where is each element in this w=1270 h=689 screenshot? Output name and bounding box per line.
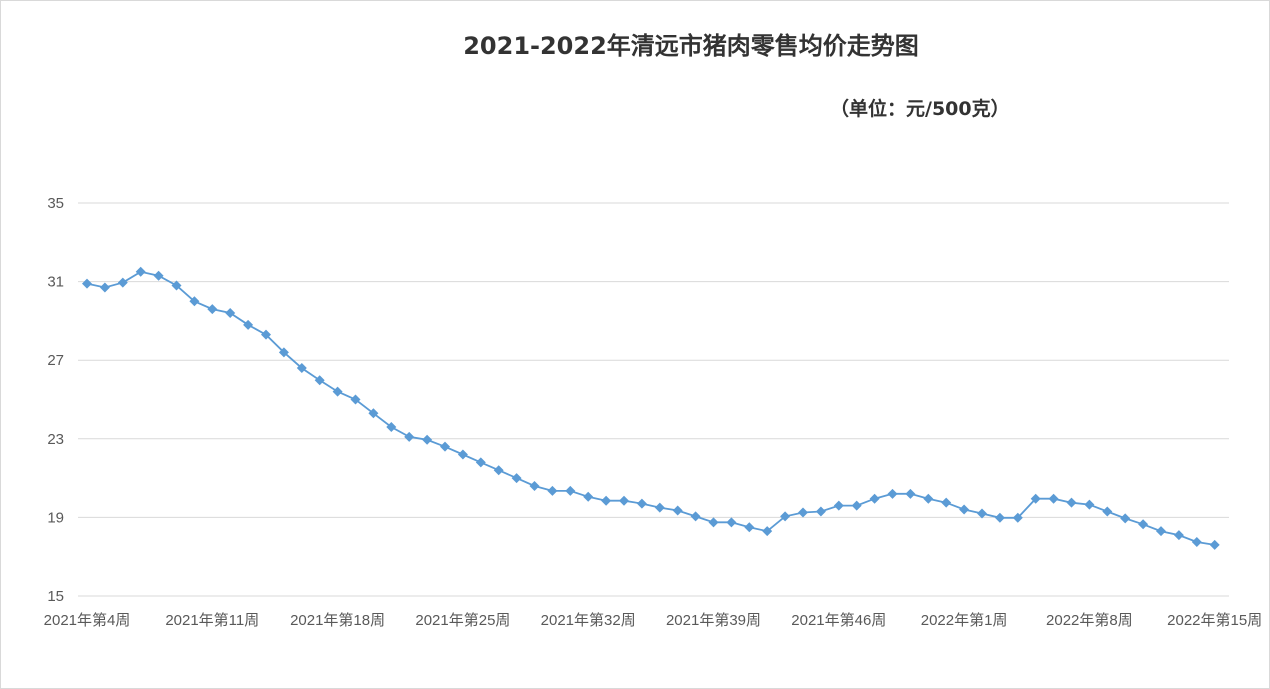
data-point-marker bbox=[851, 500, 862, 511]
data-point-marker bbox=[798, 507, 808, 518]
data-point-marker bbox=[547, 485, 558, 496]
data-point-marker bbox=[261, 329, 271, 340]
x-tick-label: 2021年第46周 bbox=[791, 611, 886, 629]
x-tick-label: 2022年第8周 bbox=[1046, 611, 1133, 629]
data-point-marker bbox=[636, 498, 647, 509]
data-point-marker bbox=[905, 488, 916, 499]
y-tick-label: 35 bbox=[47, 195, 64, 212]
chart-unit-subtitle: （单位：元/500克） bbox=[830, 98, 1010, 120]
chart-title: 2021-2022年清远市猪肉零售均价走势图 bbox=[463, 32, 919, 60]
y-tick-label: 15 bbox=[47, 588, 64, 605]
data-point-marker bbox=[278, 347, 289, 358]
data-point-marker bbox=[994, 512, 1005, 523]
data-point-marker bbox=[457, 449, 468, 460]
y-tick-label: 23 bbox=[47, 431, 64, 448]
data-point-marker bbox=[1048, 493, 1059, 504]
data-point-marker bbox=[1012, 512, 1023, 523]
data-point-marker bbox=[189, 296, 200, 307]
data-point-marker bbox=[332, 386, 343, 397]
data-point-marker bbox=[1173, 530, 1184, 541]
data-point-marker bbox=[511, 473, 522, 484]
data-point-marker bbox=[672, 505, 683, 516]
data-point-marker bbox=[1138, 519, 1149, 530]
data-point-marker bbox=[422, 434, 433, 445]
data-point-marker bbox=[744, 522, 755, 533]
data-point-marker bbox=[82, 278, 92, 289]
data-point-marker bbox=[959, 504, 970, 515]
data-point-marker bbox=[977, 508, 987, 519]
data-point-marker bbox=[780, 511, 791, 522]
x-tick-label: 2021年第11周 bbox=[165, 611, 259, 629]
data-point-marker bbox=[296, 363, 307, 374]
data-point-marker bbox=[529, 480, 540, 491]
x-tick-label: 2021年第18周 bbox=[290, 611, 385, 629]
y-tick-label: 27 bbox=[47, 352, 64, 369]
data-point-marker bbox=[493, 465, 504, 476]
data-point-marker bbox=[708, 517, 719, 528]
data-point-marker bbox=[171, 280, 182, 291]
x-tick-label: 2021年第32周 bbox=[541, 611, 636, 629]
data-point-marker bbox=[726, 517, 737, 528]
x-tick-labels: 2021年第4周 2021年第11周 2021年第18周 2021年第25周 2021年… bbox=[44, 611, 1263, 629]
x-tick-label: 2021年第4周 bbox=[44, 611, 131, 629]
data-point-marker bbox=[386, 422, 397, 433]
data-point-marker bbox=[368, 408, 379, 419]
y-tick-labels: 15 19 23 27 31 35 bbox=[47, 195, 64, 605]
data-point-marker bbox=[654, 502, 665, 513]
data-point-marker bbox=[815, 506, 826, 517]
x-tick-label: 2021年第39周 bbox=[666, 611, 761, 629]
data-point-marker bbox=[153, 270, 164, 281]
data-point-marker bbox=[225, 308, 236, 319]
data-point-marker bbox=[117, 277, 128, 288]
data-point-marker bbox=[833, 500, 844, 511]
data-point-marker bbox=[1191, 536, 1202, 547]
data-point-marker bbox=[690, 511, 701, 522]
data-point-marker bbox=[583, 491, 594, 502]
x-tick-label: 2021年第25周 bbox=[415, 611, 510, 629]
data-point-marker bbox=[619, 495, 629, 506]
series-layer bbox=[82, 266, 1220, 550]
data-point-marker bbox=[99, 282, 110, 293]
data-point-marker bbox=[1084, 499, 1095, 510]
data-point-marker bbox=[941, 497, 952, 508]
data-point-marker bbox=[404, 431, 415, 442]
data-point-marker bbox=[1209, 539, 1220, 550]
data-point-marker bbox=[923, 493, 934, 504]
data-point-marker bbox=[207, 304, 218, 315]
x-tick-label: 2022年第1周 bbox=[921, 611, 1008, 629]
data-point-marker bbox=[1030, 493, 1041, 504]
x-tick-label: 2022年第15周 bbox=[1167, 611, 1262, 629]
data-point-marker bbox=[135, 266, 146, 277]
data-point-marker bbox=[350, 394, 361, 405]
data-point-marker bbox=[1120, 513, 1131, 524]
y-tick-label: 19 bbox=[47, 509, 64, 526]
series-line bbox=[86, 270, 1215, 546]
data-point-marker bbox=[243, 319, 254, 330]
data-point-marker bbox=[565, 485, 576, 496]
data-point-marker bbox=[601, 495, 612, 506]
data-point-marker bbox=[762, 526, 773, 537]
gridlines bbox=[78, 202, 1229, 597]
y-tick-label: 31 bbox=[47, 274, 64, 291]
data-point-marker bbox=[314, 375, 325, 386]
data-point-marker bbox=[475, 457, 486, 468]
data-point-marker bbox=[887, 488, 898, 499]
data-point-marker bbox=[440, 441, 450, 452]
data-point-marker bbox=[1102, 506, 1113, 517]
data-point-marker bbox=[1066, 497, 1077, 508]
data-point-marker bbox=[1156, 526, 1166, 537]
data-point-marker bbox=[869, 493, 880, 504]
